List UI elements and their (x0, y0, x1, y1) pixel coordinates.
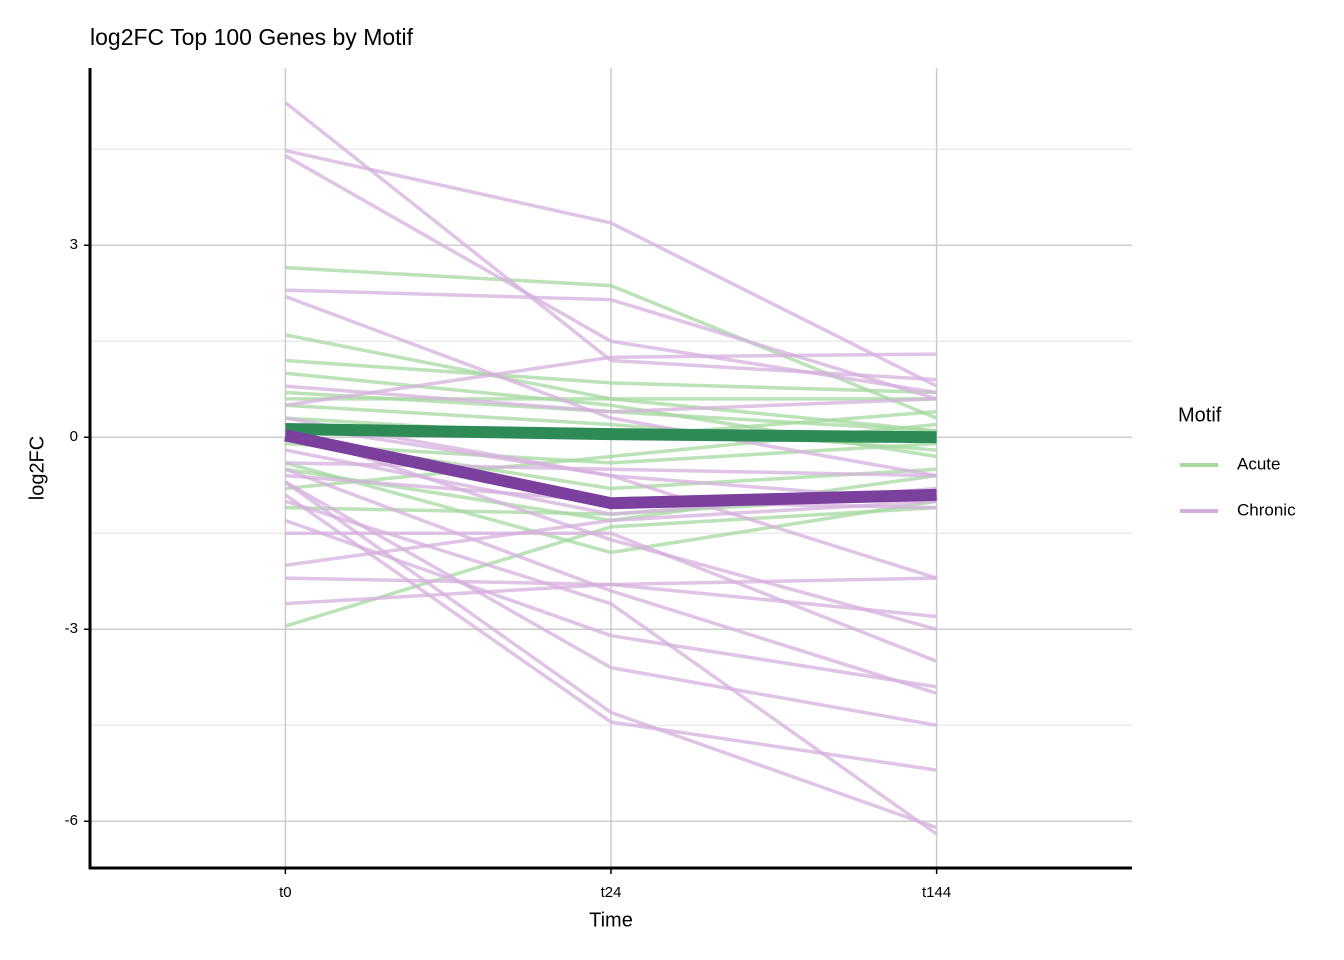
gene-line (285, 531, 938, 663)
mean-line (285, 422, 937, 444)
gene-line (284, 148, 938, 388)
gene-line (284, 505, 937, 628)
gene-line (285, 499, 937, 568)
gene-line (285, 288, 938, 401)
gene-line (285, 358, 937, 395)
gene-line (285, 461, 937, 478)
legend-label: Acute (1237, 454, 1280, 473)
x-axis-title: Time (589, 909, 633, 931)
chart-title: log2FC Top 100 Genes by Motif (90, 24, 414, 50)
x-tick-label: t24 (601, 884, 622, 901)
gene-line (285, 384, 937, 414)
y-tick-label: -3 (65, 620, 78, 637)
y-tick-label: 3 (70, 236, 78, 253)
x-tick-label: t0 (279, 884, 292, 901)
y-axis-title: log2FC (26, 436, 48, 500)
gene-line (284, 461, 937, 555)
y-tick-label: 0 (70, 428, 78, 445)
gene-line (285, 352, 937, 408)
x-tick-label: t144 (922, 884, 951, 901)
mean-line (284, 429, 937, 510)
gene-line (284, 518, 937, 689)
gene-line (285, 576, 937, 587)
gene-line (284, 493, 937, 772)
gene-line (284, 499, 938, 836)
gene-line (284, 101, 937, 382)
gene-line (284, 294, 937, 478)
y-tick-label: -6 (65, 812, 78, 829)
gene-line (284, 429, 938, 631)
gene-line (285, 441, 937, 465)
gene-line (284, 467, 938, 695)
gene-line (284, 480, 937, 728)
gene-line (284, 154, 937, 395)
legend-title: Motif (1178, 404, 1222, 426)
legend-label: Chronic (1237, 500, 1296, 519)
